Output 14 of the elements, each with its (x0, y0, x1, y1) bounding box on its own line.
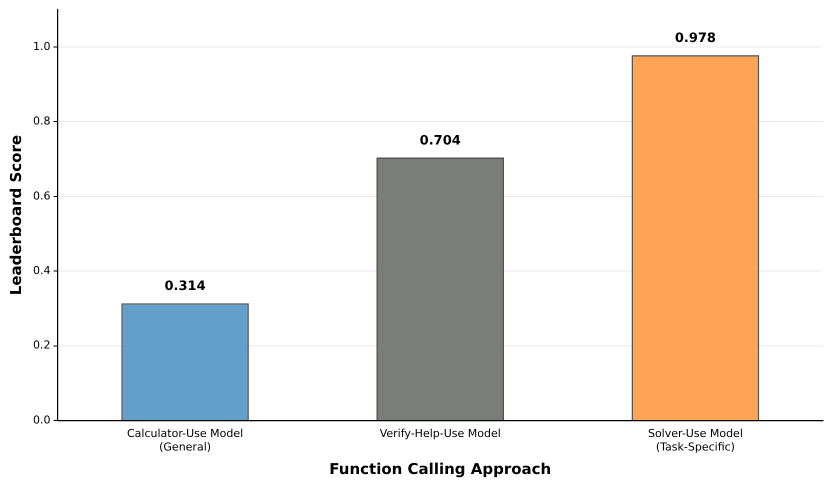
x-tick-label: Solver-Use Model (Task-Specific) (648, 427, 743, 454)
y-tick-label: 0.6 (32, 189, 50, 202)
data-label: 0.704 (420, 133, 461, 148)
data-label: 0.314 (164, 279, 206, 294)
x-tick-label: Calculator-Use Model (General) (126, 427, 244, 454)
y-tick-label: 0.2 (32, 338, 50, 352)
data-label: 0.978 (674, 31, 716, 46)
y-tick-label: 1.0 (32, 40, 50, 53)
y-tick-label: 0.0 (32, 413, 50, 426)
x-tick-label: Verify-Help-Use Model (380, 427, 501, 440)
y-tick-label: 0.4 (32, 264, 50, 278)
y-axis-title: Leaderboard Score (6, 134, 25, 296)
x-axis-title: Function Calling Approach (329, 460, 552, 478)
y-tick-label: 0.8 (32, 114, 50, 128)
